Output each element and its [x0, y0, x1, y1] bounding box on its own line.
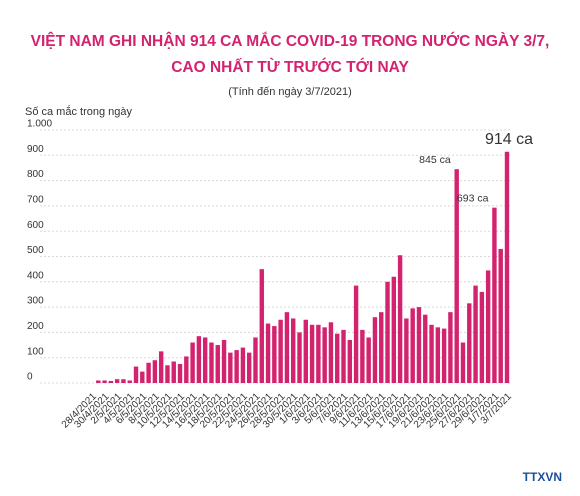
bar — [460, 342, 466, 383]
bar — [196, 336, 202, 383]
bar — [215, 345, 220, 383]
bar — [265, 323, 271, 383]
bar — [429, 324, 434, 383]
bar — [171, 361, 176, 383]
y-tick-label: 900 — [27, 144, 44, 155]
bar — [291, 318, 296, 383]
bar — [353, 285, 359, 383]
bar — [316, 324, 321, 383]
y-tick-label: 0 — [27, 372, 33, 383]
y-tick-label: 700 — [27, 195, 44, 206]
bar — [309, 324, 315, 383]
source-logo: TTXVN — [523, 470, 562, 484]
y-tick-label: 400 — [27, 270, 44, 281]
y-tick-label: 300 — [27, 296, 44, 307]
bar — [272, 326, 277, 383]
bar — [140, 371, 145, 383]
bar — [108, 380, 114, 383]
chart-title: VIỆT NAM GHI NHẬN 914 CA MẮC COVID-19 TR… — [31, 32, 550, 50]
bar — [372, 317, 378, 383]
y-tick-label: 500 — [27, 245, 44, 256]
bar — [360, 329, 365, 383]
bar — [253, 337, 258, 383]
bar — [341, 329, 346, 383]
bar — [102, 380, 107, 383]
bar — [146, 362, 151, 383]
bar — [448, 312, 453, 383]
bar — [133, 366, 139, 383]
bar — [435, 327, 441, 383]
bar — [366, 337, 371, 383]
bar — [121, 379, 126, 383]
bar — [297, 332, 302, 383]
bar — [498, 248, 503, 383]
bar — [347, 339, 353, 383]
bar — [190, 342, 195, 383]
bar — [228, 352, 233, 383]
bar — [240, 347, 246, 383]
bar — [96, 380, 101, 383]
bar — [221, 339, 227, 383]
bar — [278, 319, 283, 383]
bar — [209, 342, 214, 383]
y-tick-label: 200 — [27, 321, 44, 332]
bar — [454, 169, 459, 383]
bar — [234, 350, 239, 383]
bar — [328, 322, 334, 383]
bar — [385, 281, 390, 383]
y-tick-label: 600 — [27, 220, 44, 231]
bar — [127, 380, 132, 383]
bar — [397, 255, 403, 383]
bar — [114, 379, 120, 383]
bar — [391, 276, 397, 383]
bar — [165, 365, 170, 383]
bar — [404, 318, 409, 383]
bar — [479, 291, 485, 383]
bar — [322, 327, 327, 383]
bar — [259, 269, 264, 383]
data-label: 914 ca — [485, 131, 533, 148]
data-label: 693 ca — [457, 192, 489, 204]
data-label: 845 ca — [419, 154, 451, 166]
y-tick-label: 800 — [27, 169, 44, 180]
bar — [152, 360, 158, 383]
bar — [202, 337, 208, 383]
bar — [485, 270, 491, 383]
y-tick-label: 1.000 — [27, 119, 52, 130]
bar — [379, 312, 384, 383]
bar — [335, 333, 340, 383]
bar — [246, 352, 252, 383]
bar — [410, 308, 415, 383]
bar — [177, 364, 183, 383]
bar — [473, 285, 478, 383]
bar — [284, 312, 290, 383]
bar — [504, 151, 510, 383]
bar — [492, 207, 497, 383]
bar — [467, 303, 472, 383]
chart-title: CAO NHẤT TỪ TRƯỚC TỚI NAY — [171, 58, 409, 76]
bar — [441, 328, 447, 383]
y-axis-label: Số ca mắc trong ngày — [25, 105, 133, 118]
bar — [423, 314, 428, 383]
y-tick-label: 100 — [27, 346, 44, 357]
bar — [416, 307, 422, 383]
bar — [158, 351, 164, 383]
bar — [303, 319, 308, 383]
bar — [184, 356, 189, 383]
subtitle: (Tính đến ngày 3/7/2021) — [228, 86, 352, 98]
